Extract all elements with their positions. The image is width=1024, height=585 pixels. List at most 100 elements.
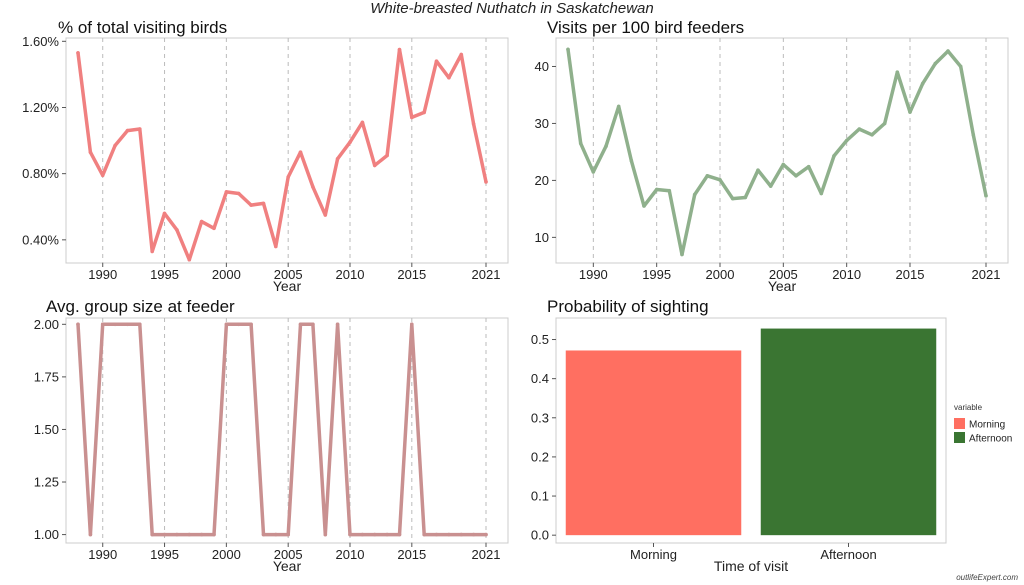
panel2-title: Visits per 100 bird feeders [547, 18, 744, 37]
panel3-data-point [113, 322, 117, 327]
panel1-data-point [410, 115, 414, 120]
panel1-data-point [335, 157, 340, 161]
panel2-data-point [895, 70, 900, 74]
panel1-data-point [298, 150, 303, 154]
panel1-data-point [286, 175, 291, 179]
panel2-x-tick-label: 2000 [706, 267, 735, 282]
panel3-y-tick-label: 1.25 [34, 475, 59, 490]
panel3-data-point [323, 532, 328, 537]
panel2-y-tick-label: 30 [535, 116, 549, 131]
panel1-data-point [422, 110, 427, 115]
panel1-x-tick-label: 1990 [88, 267, 117, 282]
panel1-data-point [150, 249, 154, 254]
panel1-data-point [224, 190, 229, 194]
panel3-data-point [410, 322, 414, 327]
panel2-data-point [654, 187, 659, 192]
panel2-data-point [642, 204, 646, 208]
panel1-x-tick-label: 1995 [150, 267, 179, 282]
panel1-data-point [199, 219, 204, 224]
panel3-data-point [286, 532, 291, 537]
panel3-data-point [385, 532, 389, 537]
panel3-data-point [372, 532, 377, 537]
panel3-data-point [422, 532, 427, 537]
panel3-x-tick-label: 2000 [212, 547, 241, 562]
panel1-data-point [138, 127, 142, 131]
panel1-data-point [261, 201, 266, 206]
panel2-data-point [832, 154, 836, 158]
panel2-data-point [730, 196, 735, 201]
figure-title: White-breasted Nuthatch in Saskatchewan [370, 0, 654, 17]
panel2-x-axis-label: Year [768, 278, 797, 294]
panel4-y-tick-label: 0.4 [531, 371, 549, 386]
panel2-data-point [933, 61, 938, 66]
panel2-data-point [667, 188, 672, 193]
panel3-data-point [434, 532, 439, 537]
panel2-data-point [743, 195, 748, 200]
panel2-data-point [781, 162, 786, 167]
panel4-y-tick-label: 0.2 [531, 449, 549, 464]
legend-swatch-afternoon [954, 432, 965, 443]
panel3-y-tick-label: 1.75 [34, 369, 59, 384]
panel3-data-point [484, 532, 488, 537]
panel1-y-tick-label: 0.40% [22, 232, 59, 247]
panel3-data-point [348, 532, 352, 537]
panel2-data-point [794, 174, 798, 178]
panel1-data-point [113, 143, 117, 148]
panel2-data-point [971, 133, 976, 137]
panel2-data-point [680, 252, 684, 257]
panel1-x-tick-label: 2021 [472, 267, 501, 282]
panel2-y-tick-label: 40 [535, 59, 549, 74]
panel3-data-point [175, 532, 179, 537]
panel4-x-tick-label: Morning [630, 547, 677, 562]
panel3-x-tick-label: 2021 [472, 547, 501, 562]
panel2-data-point [705, 174, 710, 178]
panel3-title: Avg. group size at feeder [46, 297, 235, 316]
panel1-data-point [125, 128, 130, 133]
panel1-series-line [76, 47, 488, 262]
panel1-data-point [459, 52, 464, 57]
panel3-frame [65, 317, 509, 544]
panel1-data-point [397, 47, 402, 52]
panel4-bar-afternoon [760, 328, 937, 536]
panel1-x-tick-label: 2015 [397, 267, 426, 282]
panel3-data-point [100, 322, 105, 327]
panel2-x-tick-label: 2010 [832, 267, 861, 282]
panel3-x-tick-label: 1995 [150, 547, 179, 562]
panel3-y-tick-label: 1.50 [34, 422, 59, 437]
panel2-frame [555, 37, 1009, 264]
panel3-data-point [125, 322, 130, 327]
panel2-y-tick-label: 10 [535, 230, 549, 245]
panel2-data-point [819, 191, 824, 196]
panel3-data-point [360, 532, 365, 537]
panel1-data-point [274, 244, 278, 249]
panel1-x-tick-label: 2000 [212, 267, 241, 282]
legend-title: variable [954, 403, 983, 412]
panel1-data-point [484, 180, 488, 184]
panel2-data-point [616, 104, 621, 109]
panel3-data-point [212, 532, 216, 537]
panel3-data-point [335, 322, 340, 327]
panel1-y-tick-label: 1.20% [22, 100, 59, 115]
panel1-data-point [76, 51, 80, 55]
panel1-data-point [385, 153, 389, 158]
panel2-data-point [870, 133, 874, 137]
panel3-x-axis-label: Year [273, 558, 302, 574]
panel2-data-point [591, 170, 596, 174]
panel2-data-point [984, 194, 988, 198]
panel3-data-point [76, 322, 80, 327]
panel2-data-point [756, 168, 760, 172]
panel3-x-tick-label: 2015 [397, 547, 426, 562]
panel2-data-point [946, 49, 950, 53]
panel3-data-point [447, 532, 451, 537]
panel4-y-tick-label: 0.0 [531, 528, 549, 543]
panel3-y-tick-label: 1.00 [34, 527, 59, 542]
panel3-x-tick-label: 1990 [88, 547, 117, 562]
panel4-x-axis-label: Time of visit [714, 558, 788, 574]
watermark: outlifeExpert.com [956, 573, 1018, 582]
panel2-series-line [566, 47, 988, 257]
panel2-x-tick-label: 2005 [769, 267, 798, 282]
panel3-data-point [138, 322, 142, 327]
panel1-x-axis-label: Year [273, 278, 302, 294]
panel3-data-point [199, 532, 204, 537]
panel4-x-tick-label: Afternoon [820, 547, 876, 562]
